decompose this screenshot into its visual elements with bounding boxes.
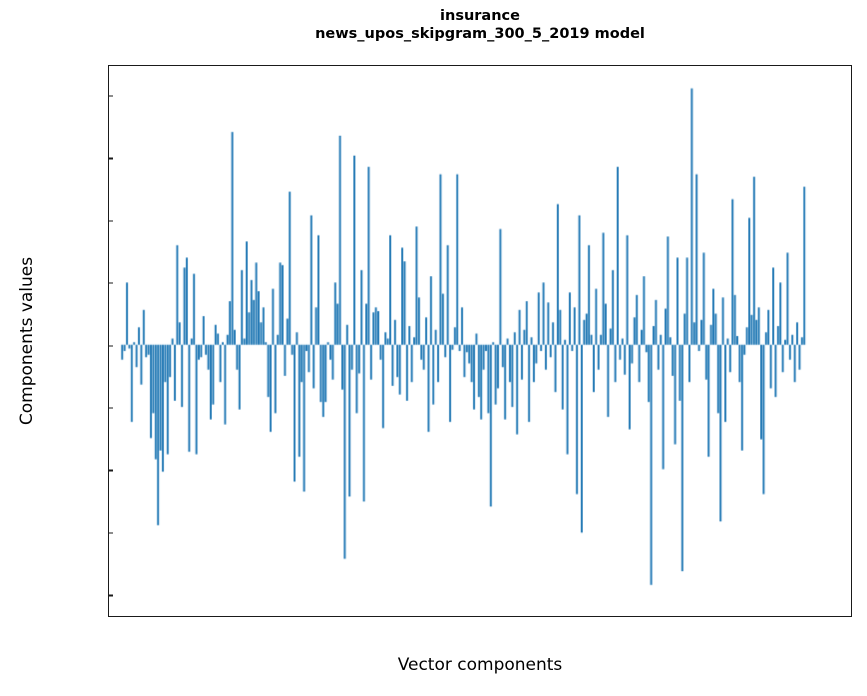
y-tick: 0.5 <box>109 282 114 284</box>
y-tick-mark <box>109 469 114 472</box>
y-tick: −1.0 <box>109 469 114 472</box>
chart-title: insurance <box>440 8 520 24</box>
y-tick-mark <box>109 407 114 409</box>
x-tick-label: 50 <box>232 616 253 617</box>
y-tick: −1.5 <box>109 532 114 534</box>
x-tick: 250 <box>706 616 738 617</box>
y-tick-mark <box>109 157 114 160</box>
y-tick-mark <box>109 594 114 597</box>
x-tick-mark <box>842 616 843 617</box>
x-tick-label: 200 <box>586 616 618 617</box>
y-tick-mark <box>109 220 114 222</box>
x-tick-mark <box>362 616 363 617</box>
x-tick: 100 <box>346 616 378 617</box>
x-tick: 300 <box>826 616 852 617</box>
x-tick-mark <box>482 616 483 617</box>
x-tick-mark <box>242 616 243 617</box>
y-tick: 2.0 <box>109 95 114 97</box>
y-tick-mark <box>109 345 114 347</box>
x-tick-label: 300 <box>826 616 852 617</box>
bar-series-canvas <box>109 66 851 616</box>
y-tick-mark <box>109 532 114 534</box>
y-tick: 0.0 <box>109 345 114 347</box>
x-axis-label: Vector components <box>397 655 563 675</box>
x-tick-label: 250 <box>706 616 738 617</box>
y-tick-mark <box>109 282 114 284</box>
y-axis-label: Components values <box>17 256 37 426</box>
plot-axes: 2.0 1.5 1.0 0.5 0.0 −0.5 −1.0 −1.5 −2.0 0 50 100 15… <box>108 65 852 617</box>
x-tick-label: 100 <box>346 616 378 617</box>
x-tick-mark <box>602 616 603 617</box>
x-tick: 200 <box>586 616 618 617</box>
x-tick-mark <box>122 616 123 617</box>
chart-subtitle: news_upos_skipgram_300_5_2019 model <box>315 25 645 42</box>
chart-title-block: insurance news_upos_skipgram_300_5_2019 … <box>108 8 852 43</box>
x-tick: 50 <box>232 616 253 617</box>
y-tick-mark <box>109 95 114 97</box>
x-tick: 150 <box>466 616 498 617</box>
y-tick: −2.0 <box>109 594 114 597</box>
x-tick-label: 0 <box>117 616 128 617</box>
x-tick-mark <box>722 616 723 617</box>
x-tick-label: 150 <box>466 616 498 617</box>
y-tick: 1.5 <box>109 157 114 160</box>
y-tick: 1.0 <box>109 220 114 222</box>
y-tick: −0.5 <box>109 407 114 409</box>
x-tick: 0 <box>117 616 128 617</box>
